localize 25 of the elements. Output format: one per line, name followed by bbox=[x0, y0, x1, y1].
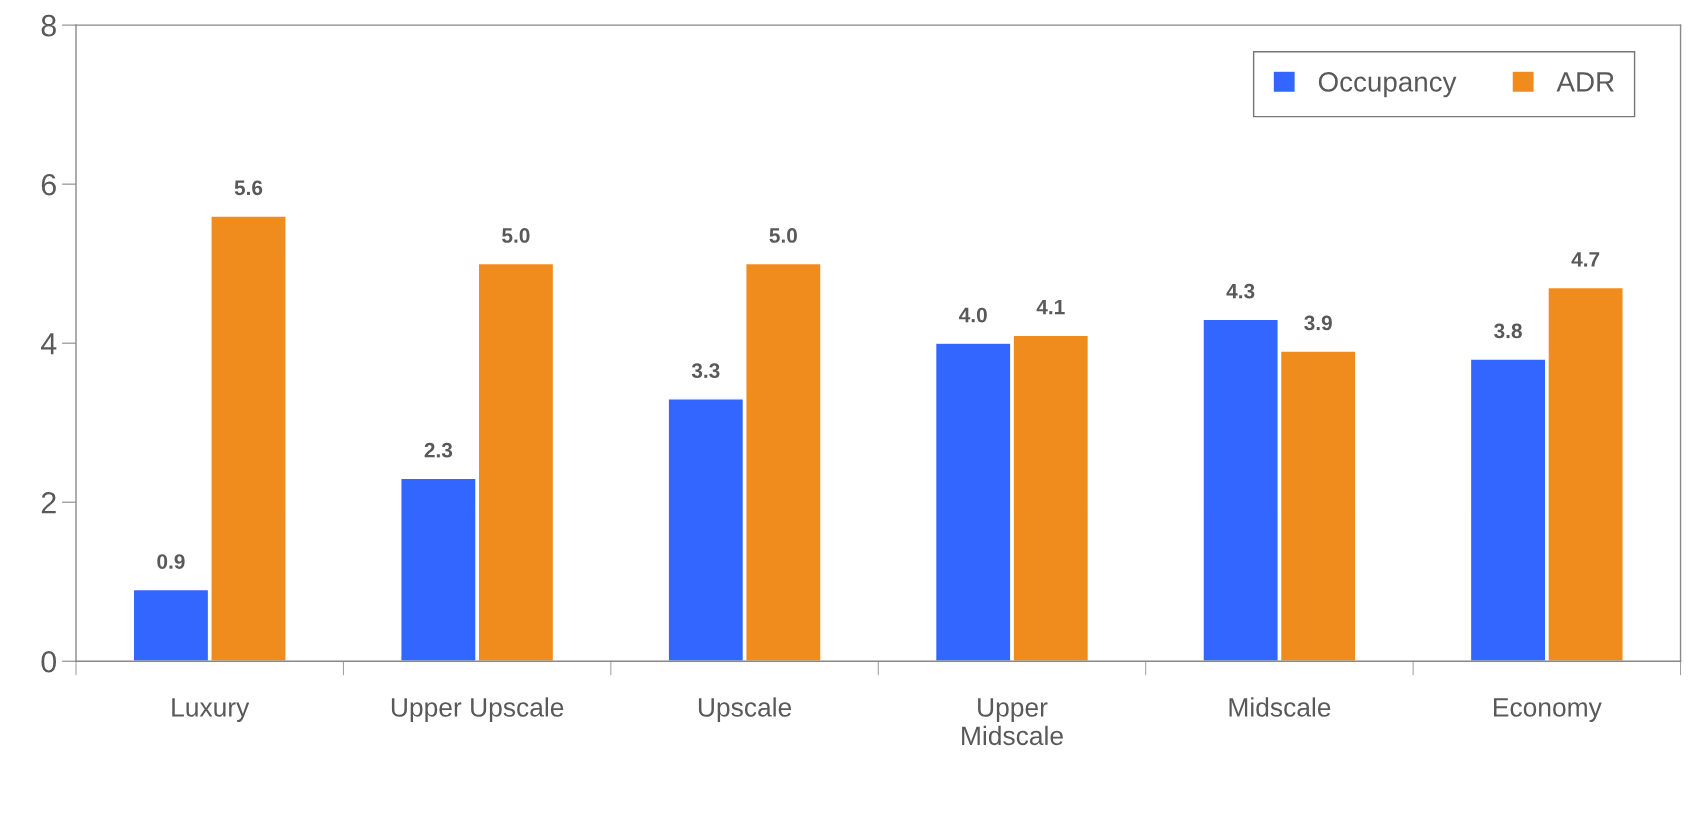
legend-label: Occupancy bbox=[1318, 72, 1457, 98]
data-label: 3.3 bbox=[691, 363, 720, 379]
data-label: 4.3 bbox=[1226, 283, 1255, 299]
y-tick-label: 2 bbox=[41, 491, 56, 514]
x-tick-label: Luxury bbox=[172, 698, 250, 722]
y-tick-label: 8 bbox=[41, 14, 56, 37]
data-label: 3.9 bbox=[1304, 315, 1332, 331]
data-label: 2.3 bbox=[424, 442, 453, 458]
x-tick-label: Upper Midscale bbox=[962, 698, 1063, 746]
data-label: 4.0 bbox=[959, 307, 987, 323]
x-tick-label: Upper Upscale bbox=[391, 697, 564, 722]
y-tick-label: 4 bbox=[40, 333, 57, 355]
x-tick-label: Upscale bbox=[698, 697, 792, 722]
data-label: 3.8 bbox=[1494, 323, 1522, 339]
y-tick-label: 0 bbox=[41, 650, 57, 673]
legend-label: ADR bbox=[1556, 72, 1614, 92]
y-tick-label: 6 bbox=[41, 173, 56, 196]
data-label: 5.6 bbox=[234, 180, 263, 196]
data-label: 5.0 bbox=[769, 228, 797, 243]
data-label: 5.0 bbox=[502, 228, 530, 243]
data-label: 4.7 bbox=[1571, 252, 1600, 267]
data-label: 4.1 bbox=[1036, 299, 1065, 315]
x-tick-label: Midscale bbox=[1229, 697, 1331, 717]
data-label: 0.9 bbox=[157, 554, 185, 569]
x-tick-label: Economy bbox=[1494, 698, 1602, 722]
